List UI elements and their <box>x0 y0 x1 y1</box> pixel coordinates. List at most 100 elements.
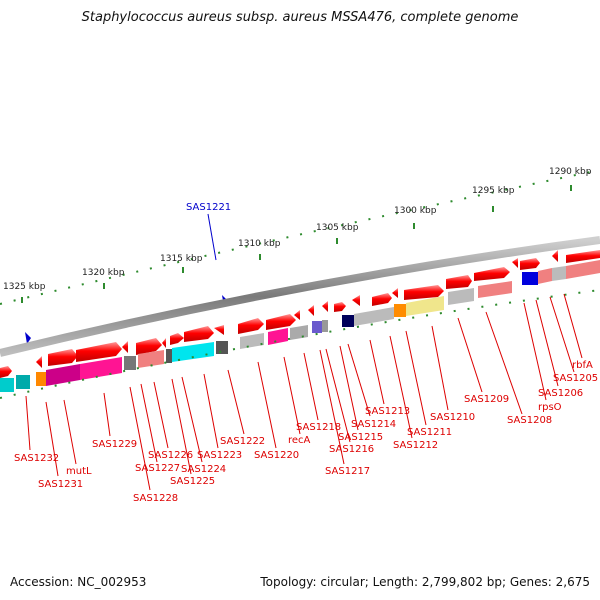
leader-sas1212 <box>389 335 413 439</box>
reverse-genes[interactable] <box>0 260 600 392</box>
scale-label-1300: 1300 kbp <box>394 206 437 216</box>
gene-arrow <box>36 356 42 368</box>
gene-label: SAS1211 <box>407 427 452 438</box>
gene-arrow <box>122 341 128 353</box>
gene-block <box>312 321 322 333</box>
gene-block <box>566 260 600 279</box>
scale-label-1320: 1320 kbp <box>82 268 125 278</box>
leader-sas1209 <box>457 317 483 393</box>
gene-arrow <box>404 285 444 300</box>
gene-arrow <box>162 338 166 348</box>
gene-block <box>16 375 30 389</box>
leader-sas1216 <box>325 348 351 443</box>
gene-label: SAS1220 <box>254 450 299 461</box>
gene-arrow <box>334 302 346 312</box>
gene-label: SAS1223 <box>197 450 242 461</box>
gene-label: SAS1226 <box>148 450 193 461</box>
gene-block <box>216 341 228 354</box>
gene-block <box>46 364 80 386</box>
leader-sas1229 <box>103 392 111 437</box>
gene-block <box>268 328 288 345</box>
gene-label: SAS1208 <box>507 415 552 426</box>
topology-text: Topology: circular; Length: 2,799,802 bp… <box>260 575 590 589</box>
genome-title: Staphylococcus aureus subsp. aureus MSSA… <box>81 10 519 25</box>
gene-block <box>0 378 14 392</box>
gene-arrow <box>552 250 558 262</box>
gene-arrow <box>136 338 162 355</box>
gene-label: SAS1228 <box>133 493 178 504</box>
scale-ticks <box>21 185 572 303</box>
gene-arrow <box>512 258 518 268</box>
gene-arrow <box>322 301 328 312</box>
scale-label-1310: 1310 kbp <box>238 239 281 249</box>
scale-label-1305: 1305 kbp <box>316 223 359 233</box>
leader-sas1232 <box>25 395 31 451</box>
gene-block <box>290 325 308 340</box>
gene-label: SAS1215 <box>338 432 383 443</box>
forward-genes[interactable] <box>0 250 600 378</box>
gene-label: SAS1216 <box>329 444 374 455</box>
gene-label: SAS1206 <box>538 388 583 399</box>
gene-label: mutL <box>66 466 92 477</box>
accession-text: Accession: NC_002953 <box>10 575 147 589</box>
gene-arrow <box>266 314 296 330</box>
scale-labels: 1325 kbp 1320 kbp 1315 kbp 1310 kbp 1305… <box>3 167 592 292</box>
gene-arrow <box>352 295 360 306</box>
gene-label: SAS1229 <box>92 439 137 450</box>
gene-block <box>36 372 46 386</box>
leader-mutl <box>63 399 77 465</box>
gene-label: SAS1224 <box>181 464 226 475</box>
gene-block <box>354 307 394 326</box>
leader-sas1208 <box>485 311 523 415</box>
leader-sas1217 <box>319 349 345 465</box>
gene-arrow <box>446 275 472 289</box>
leader-sas1225 <box>171 378 192 475</box>
gene-block <box>124 356 136 370</box>
gene-arrow <box>308 305 314 316</box>
gene-block <box>342 315 354 327</box>
leader-sas1213 <box>369 339 385 405</box>
scale-label-1315: 1315 kbp <box>160 254 203 264</box>
gene-label: SAS1227 <box>135 463 180 474</box>
gene-label: SAS1218 <box>296 422 341 433</box>
gene-arrow <box>170 333 184 345</box>
selection-marker-lower <box>25 332 31 344</box>
gene-block <box>478 281 512 298</box>
gene-label: rbfA <box>572 360 593 371</box>
leader-sas1214 <box>347 343 371 417</box>
gene-block <box>166 349 172 363</box>
gene-label: recA <box>288 435 311 446</box>
gene-label: SAS1222 <box>220 436 265 447</box>
gene-label: rpsO <box>538 402 562 413</box>
gene-label: SAS1217 <box>325 466 370 477</box>
lower-track-dots <box>0 289 600 399</box>
selected-gene-label[interactable]: SAS1221 <box>186 202 231 213</box>
leader-sas1210 <box>431 325 449 411</box>
gene-label: SAS1231 <box>38 479 83 490</box>
gene-label: SAS1214 <box>351 419 396 430</box>
selected-gene-leader <box>207 213 217 261</box>
gene-arrow <box>294 310 300 320</box>
gene-labels[interactable]: SAS1232 SAS1231 mutL SAS1229 SAS1228 SAS… <box>14 360 598 504</box>
leader-sas1220 <box>257 361 277 449</box>
gene-arrow <box>238 318 264 334</box>
scale-label-1290: 1290 kbp <box>549 167 592 177</box>
gene-leaders <box>25 293 583 491</box>
gene-block <box>522 272 538 285</box>
leader-rpso <box>523 302 547 401</box>
gene-arrow <box>184 326 214 342</box>
gene-arrow <box>392 288 398 298</box>
gene-arrow <box>372 293 392 306</box>
gene-arrow <box>214 325 224 335</box>
gene-block <box>406 296 444 316</box>
gene-arrow <box>0 366 12 378</box>
leader-rbfa <box>563 293 583 359</box>
gene-label: SAS1225 <box>170 476 215 487</box>
gene-label: SAS1213 <box>365 406 410 417</box>
gene-arrow <box>474 267 510 281</box>
gene-arrow <box>566 250 600 263</box>
gene-block <box>538 268 552 284</box>
gene-block <box>138 350 164 368</box>
gene-label: SAS1212 <box>393 440 438 451</box>
